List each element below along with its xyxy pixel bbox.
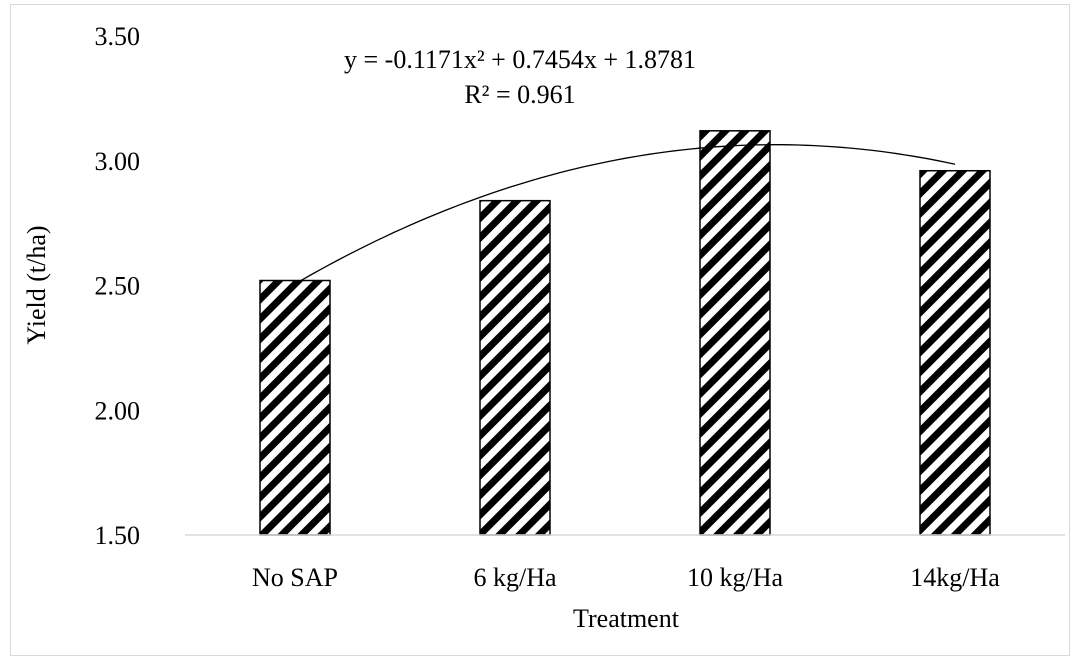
trendline-equation: y = -0.1171x² + 0.7454x + 1.8781 [344,45,696,74]
x-axis-title: Treatment [573,604,680,633]
y-tick-label: 2.00 [95,396,141,425]
y-tick-label: 3.50 [95,22,141,51]
y-tick-label: 1.50 [95,521,141,550]
x-tick-label: 14kg/Ha [910,563,1000,592]
x-axis: No SAP 6 kg/Ha 10 kg/Ha 14kg/Ha [252,563,1000,592]
bar [919,169,991,536]
y-axis-title: Yield (t/ha) [22,225,51,344]
y-tick-label: 2.50 [95,272,141,301]
x-tick-label: 10 kg/Ha [687,563,784,592]
trendline-r-squared: R² = 0.961 [464,80,575,109]
x-tick-label: 6 kg/Ha [473,563,557,592]
bar [479,199,551,536]
bars [259,130,991,536]
x-tick-label: No SAP [252,563,338,592]
bar [699,130,771,536]
y-axis: 1.50 2.00 2.50 3.00 3.50 [95,22,141,550]
trendline [294,144,956,285]
y-tick-label: 3.00 [95,147,141,176]
bar [259,279,331,536]
